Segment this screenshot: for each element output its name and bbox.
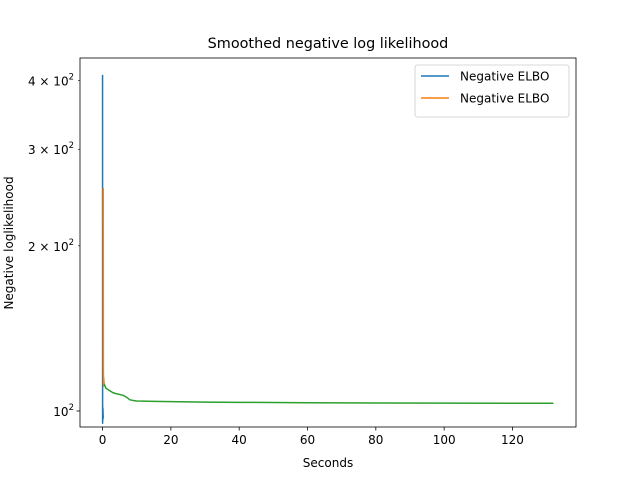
y-tick-label: 4 × 102: [28, 73, 74, 89]
x-tick-label: 60: [300, 433, 315, 447]
x-tick-label: 120: [501, 433, 524, 447]
series-line-3: [103, 383, 554, 404]
legend-label: Negative ELBO: [460, 70, 549, 84]
x-tick-label: 0: [99, 433, 107, 447]
y-axis-label: Negative loglikelihood: [2, 176, 16, 309]
x-tick-label: 80: [368, 433, 383, 447]
x-tick-label: 20: [163, 433, 178, 447]
legend-box: [414, 64, 570, 118]
x-axis-label: Seconds: [303, 456, 353, 470]
chart-title: Smoothed negative log likelihood: [208, 36, 449, 52]
x-tick-label: 100: [433, 433, 456, 447]
axes-frame: [79, 57, 577, 428]
y-tick-label: 3 × 102: [28, 141, 74, 157]
y-tick-label: 102: [53, 403, 74, 419]
plot-area: 0 20 40 60 80 100 120 102 2 × 102 3 × 102 4 × 102: [28, 57, 577, 447]
x-tick-label: 40: [232, 433, 247, 447]
series-line-1: [101, 74, 104, 424]
y-tick-label: 2 × 102: [28, 238, 74, 254]
series-line-2: [102, 187, 105, 387]
legend: Negative ELBO Negative ELBO: [414, 64, 570, 118]
legend-label: Negative ELBO: [460, 92, 549, 106]
